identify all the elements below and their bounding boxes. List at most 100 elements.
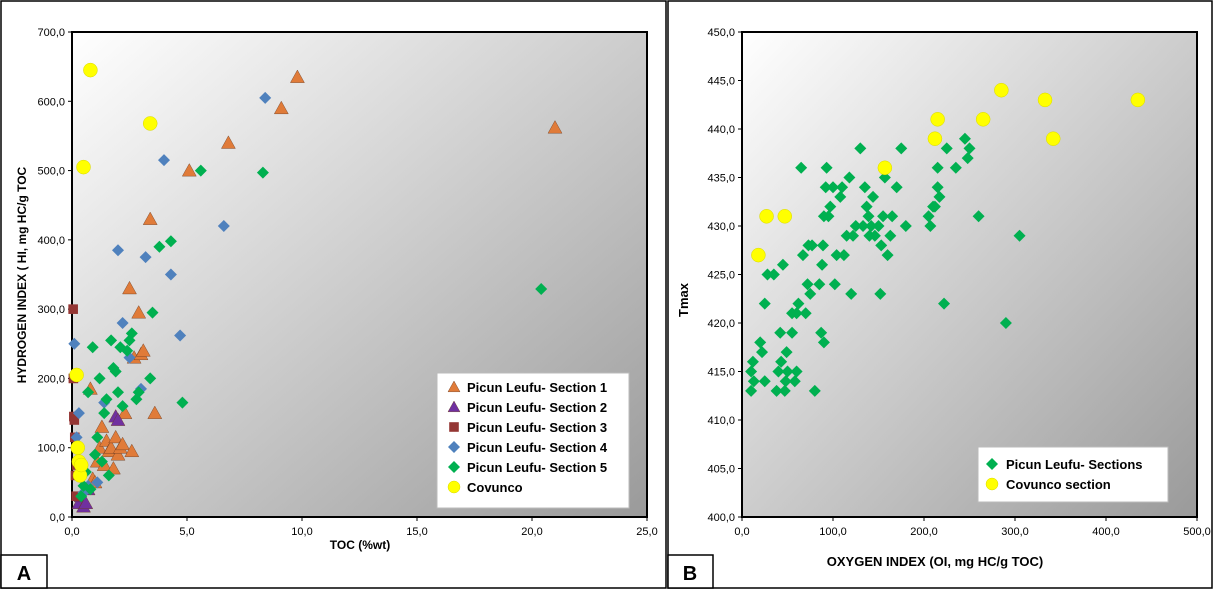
data-point — [865, 220, 878, 232]
y-tick-label: 410,0 — [707, 415, 735, 427]
y-tick-label: 445,0 — [707, 76, 735, 88]
x-tick-label: 500,0 — [1183, 526, 1211, 538]
data-point — [747, 375, 760, 388]
data-point — [1013, 229, 1026, 242]
y-tick-label: 200,0 — [37, 373, 65, 385]
data-point — [176, 396, 189, 409]
data-point — [777, 209, 793, 224]
data-point — [221, 135, 236, 149]
data-point — [217, 220, 230, 232]
data-point — [69, 367, 84, 383]
data-point — [84, 483, 97, 496]
y-tick-label: 425,0 — [707, 270, 735, 282]
legend-label: Covunco section — [1006, 477, 1111, 492]
data-point — [94, 419, 110, 433]
data-point — [73, 457, 89, 473]
y-ticks-b: 400,0 405,0 410,0 415,0 420,0 425,0 430,0 435,0… — [707, 27, 742, 524]
data-point — [146, 306, 159, 319]
panel-b-label-box — [667, 554, 714, 589]
data-point — [827, 181, 839, 194]
data-point — [135, 343, 151, 357]
legend-marker — [447, 400, 461, 412]
data-point — [881, 249, 894, 262]
data-point — [110, 447, 126, 461]
data-point — [994, 82, 1009, 98]
data-point — [125, 327, 138, 340]
data-point — [142, 116, 158, 131]
data-point — [273, 100, 289, 115]
data-point — [931, 161, 944, 174]
data-point — [940, 142, 953, 155]
data-point — [781, 365, 794, 378]
data-point — [109, 365, 122, 378]
data-point — [121, 344, 134, 357]
data-point — [535, 283, 548, 296]
data-point — [822, 210, 835, 223]
data-point — [745, 365, 758, 378]
data-point — [924, 220, 937, 232]
data-point — [70, 440, 85, 455]
data-point — [756, 346, 769, 359]
data-point — [779, 375, 792, 388]
data-point — [181, 163, 197, 177]
data-point — [801, 278, 814, 291]
y-tick-label: 400,0 — [707, 512, 735, 524]
data-point — [830, 249, 843, 262]
data-point — [813, 278, 826, 291]
y-tick-label: 400,0 — [37, 235, 65, 247]
data-point — [834, 190, 847, 203]
data-point — [144, 372, 157, 385]
legend-marker — [986, 458, 998, 470]
data-point — [91, 476, 104, 489]
marks-a — [68, 62, 563, 513]
data-point — [886, 210, 899, 223]
data-point — [746, 355, 759, 368]
data-point — [930, 112, 945, 127]
x-ticks-a: 0,0 5,0 10,0 15,0 20,0 25,0 — [64, 517, 658, 538]
panel-a-label: A — [17, 563, 31, 585]
data-point — [761, 268, 774, 281]
data-point — [89, 448, 101, 461]
data-point — [164, 235, 177, 248]
data-point — [808, 384, 821, 397]
data-point — [806, 239, 819, 252]
y-tick-label: 420,0 — [707, 318, 735, 330]
y-tick-label: 450,0 — [707, 27, 735, 39]
data-point — [100, 393, 113, 406]
legend-a-box — [436, 372, 630, 509]
x-tick-label: 0,0 — [734, 526, 749, 538]
panel-b-label: B — [683, 563, 697, 585]
data-point — [874, 287, 887, 300]
data-point — [884, 229, 897, 242]
data-point — [164, 268, 177, 281]
data-point — [862, 210, 875, 223]
data-point — [132, 386, 145, 399]
y-ticks-a: 0,0 100,0 200,0 300,0 400,0 500,0 600,0 700,0 — [37, 27, 72, 524]
data-point — [776, 258, 789, 271]
data-point — [824, 200, 837, 213]
data-point — [877, 160, 893, 176]
data-point — [95, 455, 108, 468]
data-point — [899, 220, 912, 232]
data-point — [868, 229, 881, 242]
y-tick-label: 500,0 — [37, 166, 65, 178]
legend-marker — [448, 461, 460, 473]
data-point — [142, 211, 158, 225]
data-point — [786, 326, 799, 339]
data-point — [194, 164, 207, 177]
data-point — [767, 268, 780, 281]
data-point — [890, 181, 903, 194]
data-point — [70, 431, 83, 444]
data-point — [895, 142, 908, 155]
data-point — [933, 190, 946, 203]
data-point — [938, 297, 951, 310]
data-point — [790, 365, 803, 378]
data-point — [68, 337, 81, 350]
data-point — [788, 375, 801, 388]
data-point — [91, 431, 104, 444]
data-point — [878, 171, 891, 184]
data-point — [963, 142, 976, 155]
x-axis-title-b: OXYGEN INDEX (OI, mg HC/g TOC) — [827, 554, 1043, 569]
data-point — [815, 326, 828, 339]
